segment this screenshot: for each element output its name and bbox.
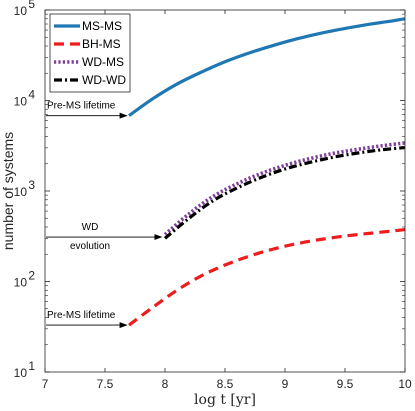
y-tick-exponent: 3 <box>28 178 35 192</box>
legend: MS-MS BH-MS WD-MS WD-WD <box>49 13 131 93</box>
series-line-bh-ms <box>128 227 406 327</box>
y-tick-label: 10 <box>14 185 28 199</box>
y-tick-base: 10 <box>14 185 28 199</box>
y-tick-label: 10 <box>14 95 28 109</box>
y-tick-label: 10 <box>14 366 28 380</box>
annotation-text: evolution <box>70 241 110 252</box>
legend-label: MS-MS <box>82 19 122 33</box>
annotation-text: Pre-MS lifetime <box>47 310 116 321</box>
y-axis-label: number of systems <box>0 132 16 250</box>
legend-label: BH-MS <box>82 37 121 51</box>
legend-label: WD-WD <box>82 73 126 87</box>
series-line-wd-ms <box>163 141 406 236</box>
annotation-text: Pre-MS lifetime <box>47 101 116 112</box>
y-tick-exponent: 2 <box>28 269 35 283</box>
x-tick-label: 8.5 <box>217 377 234 391</box>
series-line-ms-ms <box>128 17 406 117</box>
annotation-text: WD <box>82 222 99 233</box>
legend-label: WD-MS <box>82 55 124 69</box>
series-line-wd-wd <box>163 145 406 240</box>
y-tick-label: 10 <box>14 276 28 290</box>
x-tick-label: 7 <box>42 377 49 391</box>
x-tick-label: 9 <box>282 377 289 391</box>
y-tick-exponent: 4 <box>28 88 35 102</box>
y-tick-base: 10 <box>14 276 28 290</box>
y-tick-exponent: 5 <box>28 0 35 11</box>
y-tick-exponent: 1 <box>28 359 35 373</box>
annotations: Pre-MS lifetime WD evolution Pre-MS lifetim… <box>46 101 163 329</box>
y-tick-label: 10 <box>14 4 28 18</box>
plot-frame <box>44 9 406 373</box>
x-tick-label: 7.5 <box>97 377 114 391</box>
y-tick-base: 10 <box>14 95 28 109</box>
x-tick-label: 10 <box>398 377 412 391</box>
series-lines <box>128 17 406 327</box>
x-tick-label: 8 <box>162 377 169 391</box>
axis-labels: log t [yr] number of systems <box>0 132 256 408</box>
x-tick-label: 9.5 <box>337 377 354 391</box>
y-tick-base: 10 <box>14 366 28 380</box>
y-tick-base: 10 <box>14 4 28 18</box>
x-axis-label: log t [yr] <box>194 392 256 408</box>
